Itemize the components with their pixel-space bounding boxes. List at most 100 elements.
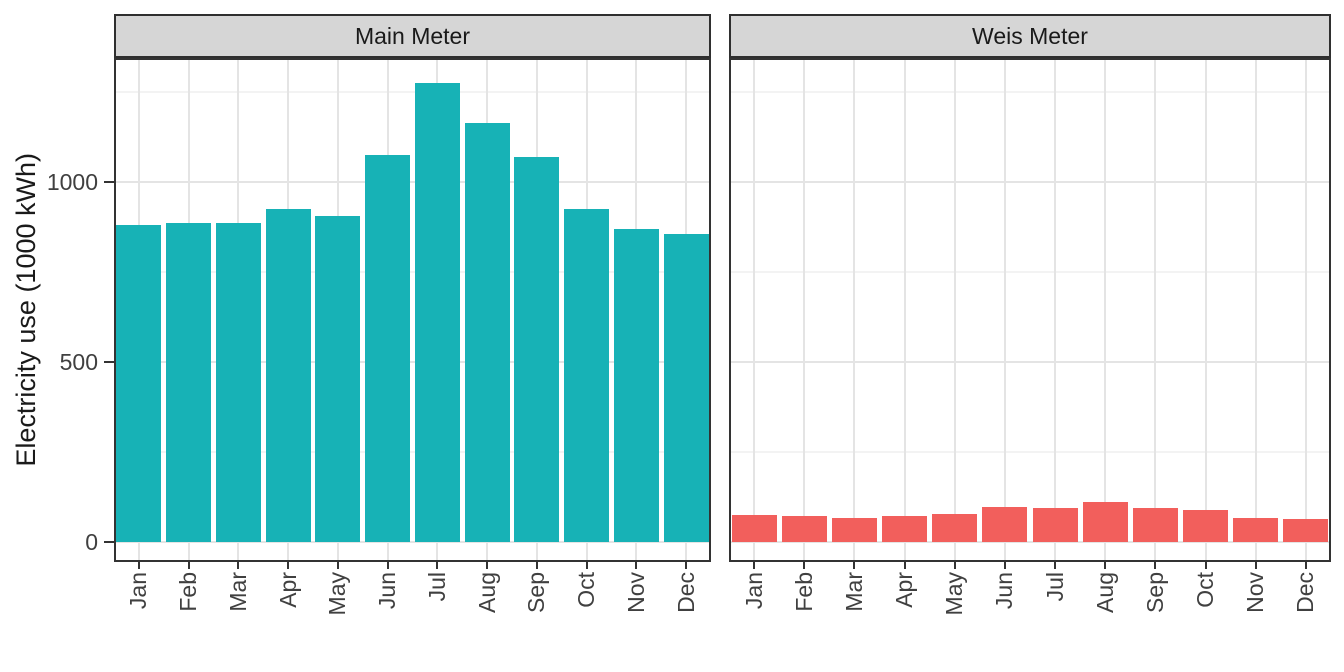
bar-mar bbox=[215, 223, 261, 542]
bar-may bbox=[932, 514, 978, 542]
bar-jul bbox=[414, 83, 460, 542]
x-tick-label: Oct bbox=[573, 572, 601, 608]
x-tick-label: Jan bbox=[740, 572, 768, 609]
gridline-major bbox=[116, 541, 709, 543]
gridline-minor bbox=[731, 91, 1329, 93]
x-tick-label: Mar bbox=[840, 572, 868, 612]
x-tick-mark bbox=[486, 562, 489, 569]
x-tick-label: Jan bbox=[125, 572, 153, 609]
x-tick-mark bbox=[436, 562, 439, 569]
bar-jan bbox=[116, 225, 162, 542]
x-tick-label: Sep bbox=[1141, 572, 1169, 613]
x-tick-label: Nov bbox=[1242, 572, 1270, 613]
bar-apr bbox=[265, 209, 311, 542]
x-tick-label: Jul bbox=[1041, 572, 1069, 601]
x-tick-label: Feb bbox=[790, 572, 818, 612]
x-tick-label: Jun bbox=[991, 572, 1019, 609]
gridline-vertical bbox=[1304, 60, 1307, 560]
bar-dec bbox=[663, 234, 709, 542]
x-tick-label-text: Mar bbox=[224, 572, 251, 612]
facet-strip-main-meter: Main Meter bbox=[114, 14, 711, 58]
x-tick-mark bbox=[386, 562, 389, 569]
bar-nov bbox=[613, 228, 659, 542]
bar-dec bbox=[1283, 518, 1329, 542]
x-tick-label-text: Jan bbox=[125, 572, 152, 610]
x-tick-label: Nov bbox=[622, 572, 650, 613]
bar-apr bbox=[882, 515, 928, 542]
x-tick-mark bbox=[1254, 562, 1257, 569]
x-tick-label-text: Feb bbox=[175, 572, 202, 612]
x-tick-label-text: Jan bbox=[740, 572, 767, 610]
bar-oct bbox=[1183, 509, 1229, 542]
x-tick-label: Aug bbox=[1091, 572, 1119, 613]
bar-feb bbox=[166, 223, 211, 542]
x-tick-label: Jun bbox=[374, 572, 402, 609]
y-axis: 0 500 1000 bbox=[0, 0, 114, 672]
gridline-minor bbox=[116, 271, 709, 273]
bar-jun bbox=[365, 155, 410, 542]
bar-may bbox=[315, 216, 361, 542]
x-tick-label-text: May bbox=[324, 572, 351, 616]
x-tick-label-text: Nov bbox=[622, 572, 649, 613]
bar-feb bbox=[781, 516, 827, 542]
y-tick-mark bbox=[104, 541, 114, 543]
x-axis-weis-meter: Jan Feb Mar Apr May Jun Jul Aug Sep Oct Nov Dec bbox=[729, 562, 1331, 622]
gridline-vertical bbox=[1254, 60, 1257, 560]
x-tick-label-text: Oct bbox=[573, 572, 600, 608]
x-tick-label-text: Sep bbox=[1141, 572, 1168, 613]
gridline-vertical bbox=[1104, 60, 1107, 560]
x-tick-mark bbox=[1154, 562, 1157, 569]
x-tick-label-text: Apr bbox=[274, 572, 301, 608]
x-tick-label-text: May bbox=[941, 572, 968, 616]
x-tick-label: Dec bbox=[1292, 572, 1320, 613]
gridline-vertical bbox=[753, 60, 756, 560]
y-tick-label: 0 bbox=[85, 529, 98, 555]
x-tick-mark bbox=[1304, 562, 1307, 569]
x-tick-label-text: Sep bbox=[523, 572, 550, 613]
x-tick-mark bbox=[1204, 562, 1207, 569]
gridline-minor bbox=[116, 91, 709, 93]
x-tick-mark bbox=[803, 562, 806, 569]
x-tick-label-text: Dec bbox=[1292, 572, 1319, 613]
x-tick-mark bbox=[853, 562, 856, 569]
y-tick-mark bbox=[104, 361, 114, 363]
gridline-vertical bbox=[853, 60, 856, 560]
x-tick-label: Dec bbox=[672, 572, 700, 613]
y-tick-mark bbox=[104, 181, 114, 183]
x-tick-mark bbox=[753, 562, 756, 569]
facet-weis-meter: Weis Meter Jan Feb Mar Apr May Jun Jul Aug Sep Oc… bbox=[729, 14, 1331, 622]
x-tick-mark bbox=[187, 562, 190, 569]
gridline-minor bbox=[116, 451, 709, 453]
gridline-major bbox=[116, 181, 709, 183]
x-tick-mark bbox=[287, 562, 290, 569]
bar-jun bbox=[982, 506, 1028, 542]
gridline-vertical bbox=[903, 60, 906, 560]
gridline-major bbox=[731, 541, 1329, 543]
gridline-vertical bbox=[1054, 60, 1057, 560]
x-tick-mark bbox=[635, 562, 638, 569]
x-tick-mark bbox=[336, 562, 339, 569]
x-tick-label: Jul bbox=[423, 572, 451, 601]
x-tick-mark bbox=[237, 562, 240, 569]
bar-aug bbox=[1082, 502, 1128, 542]
x-tick-label: Aug bbox=[473, 572, 501, 613]
x-tick-label: Apr bbox=[891, 572, 919, 608]
x-tick-label-text: Apr bbox=[891, 572, 918, 608]
gridline-minor bbox=[731, 271, 1329, 273]
gridline-major bbox=[731, 181, 1329, 183]
gridline-vertical bbox=[803, 60, 806, 560]
x-tick-label: Apr bbox=[274, 572, 302, 608]
x-tick-label-text: Dec bbox=[672, 572, 699, 613]
gridline-vertical bbox=[1154, 60, 1157, 560]
x-tick-label-text: Jul bbox=[423, 572, 450, 602]
x-tick-label: Sep bbox=[523, 572, 551, 613]
bar-jan bbox=[731, 515, 777, 542]
x-tick-label-text: Aug bbox=[473, 572, 500, 613]
bar-jul bbox=[1032, 507, 1078, 542]
bar-aug bbox=[464, 122, 510, 542]
x-tick-mark bbox=[903, 562, 906, 569]
gridline-major bbox=[116, 361, 709, 363]
x-tick-label-text: Oct bbox=[1192, 572, 1219, 608]
gridline-major bbox=[731, 361, 1329, 363]
